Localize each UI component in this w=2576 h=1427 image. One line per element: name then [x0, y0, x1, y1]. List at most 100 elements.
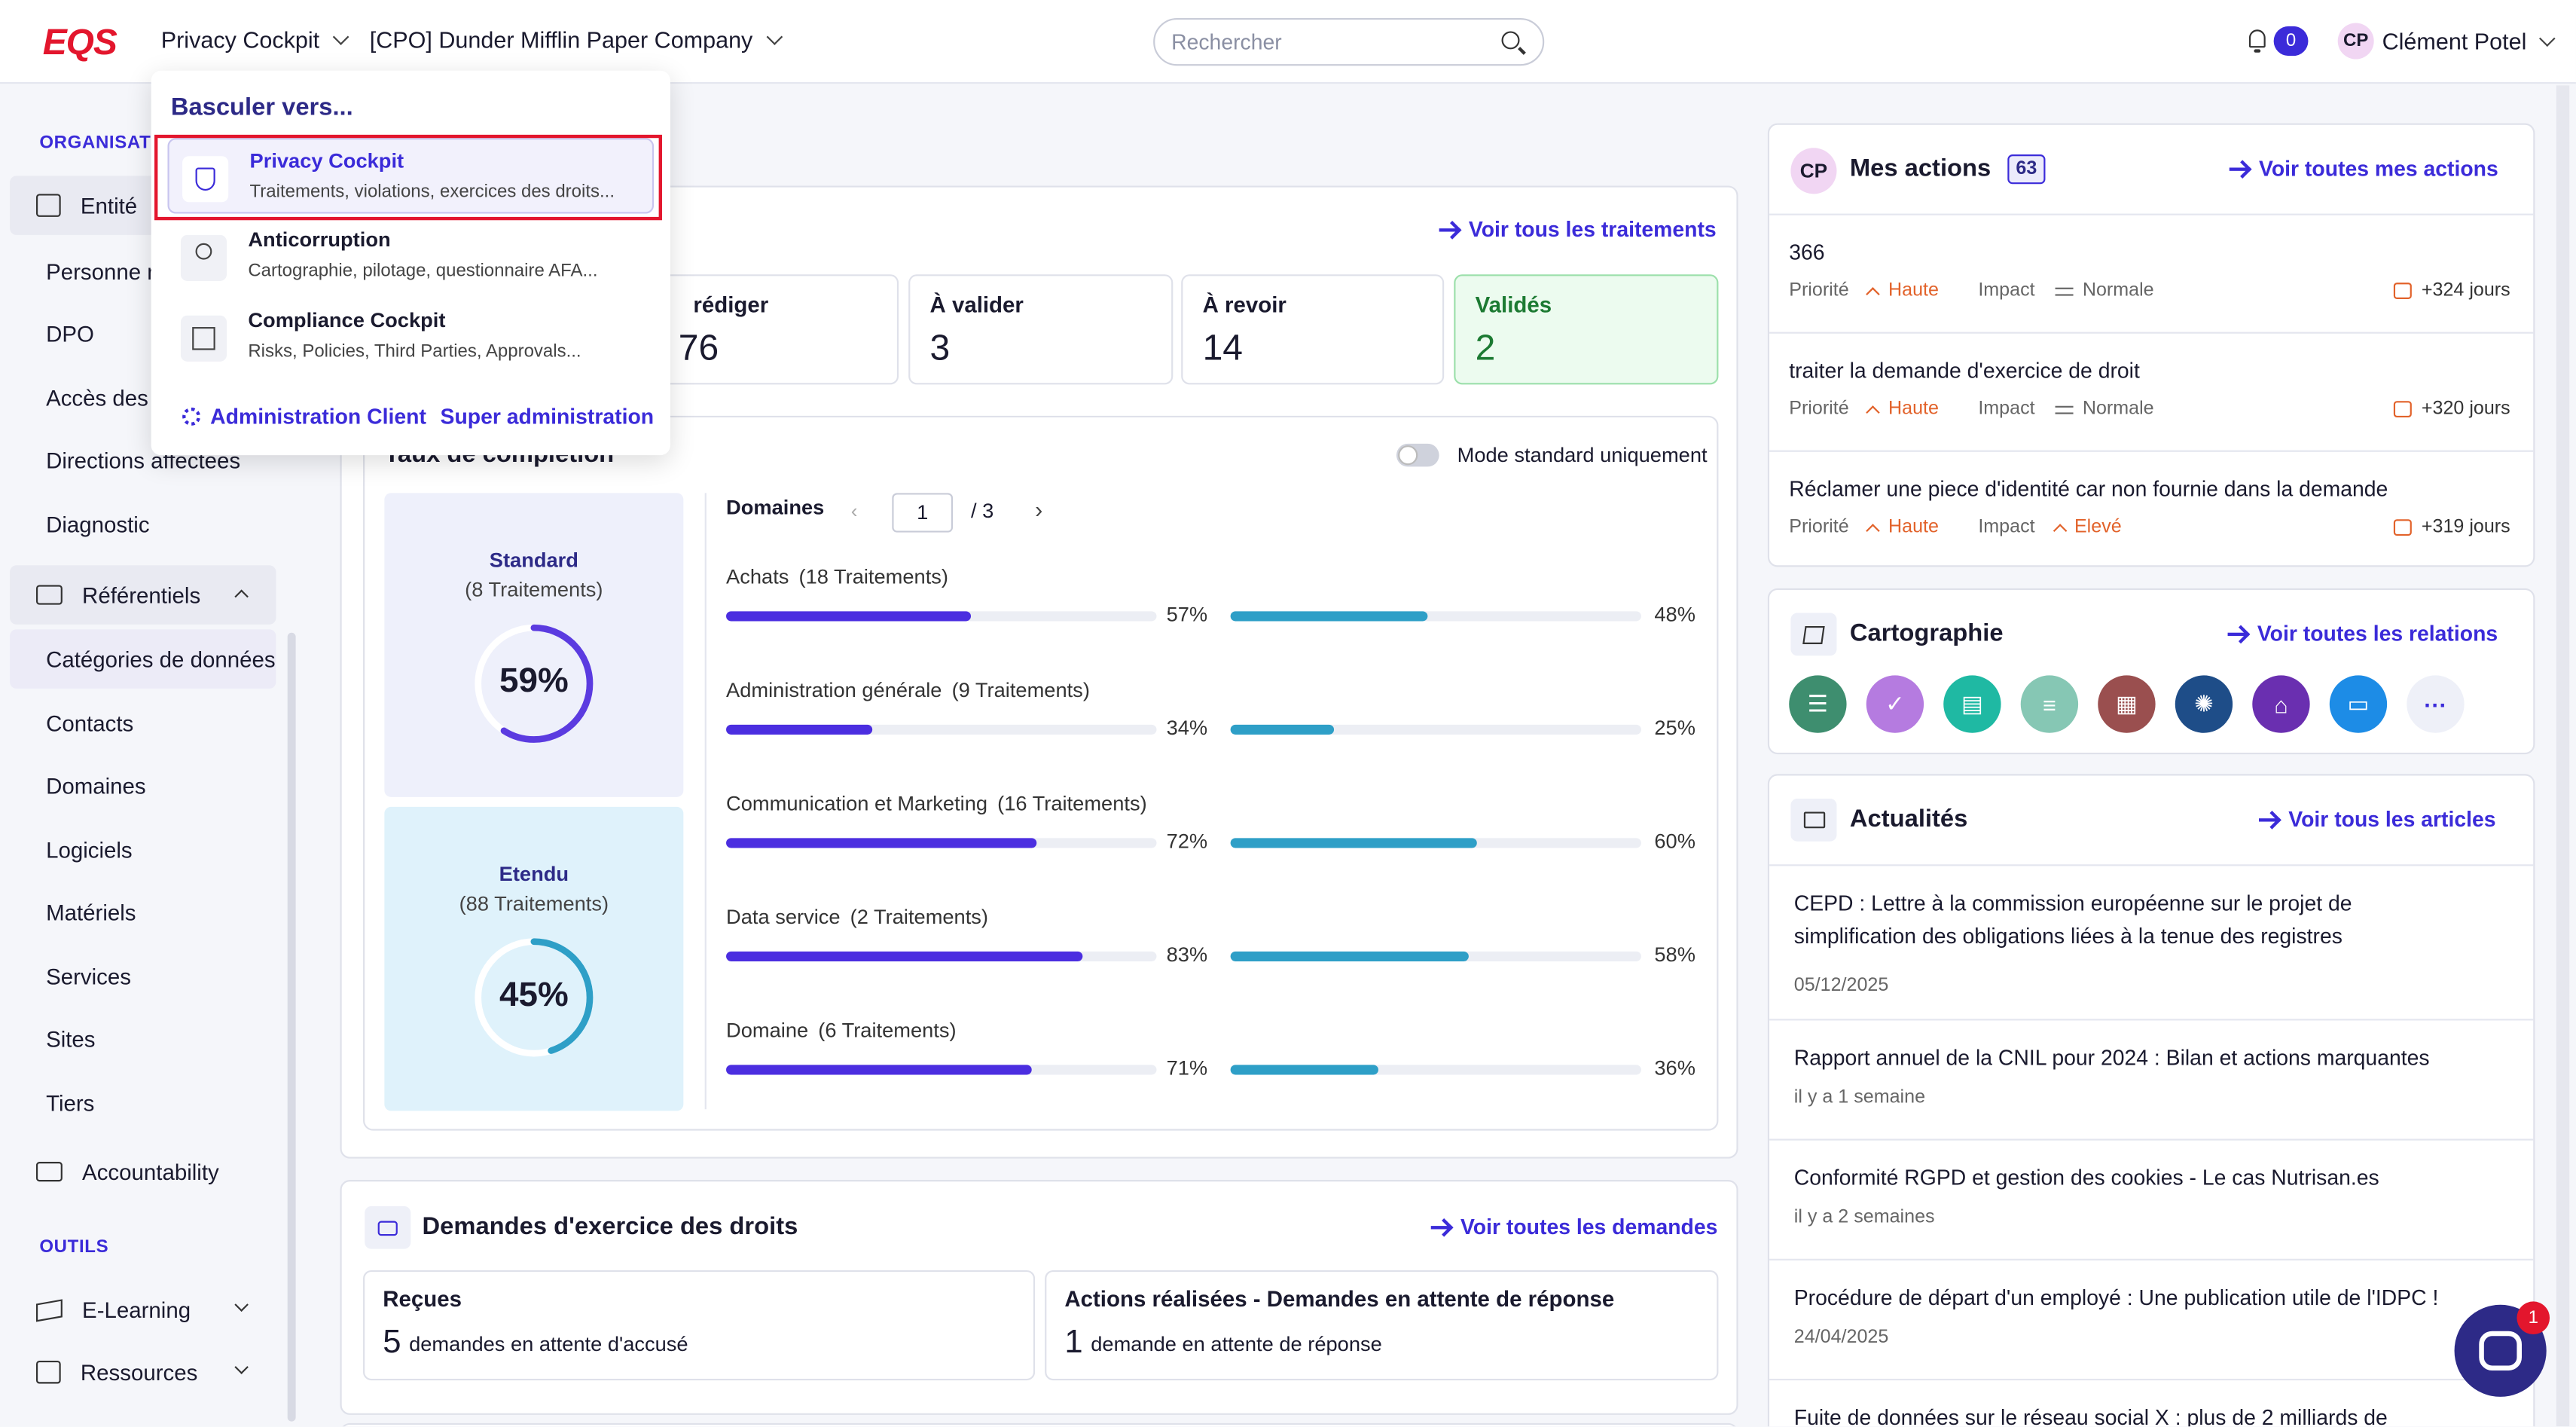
- sidebar-group-accountability[interactable]: Accountability: [10, 1142, 276, 1202]
- calendar-icon: [2393, 519, 2412, 536]
- window-icon[interactable]: ▭: [2329, 675, 2388, 733]
- see-all-actions-link[interactable]: Voir toutes mes actions: [2229, 156, 2498, 181]
- notification-count-badge[interactable]: 0: [2273, 26, 2309, 57]
- sidebar-section-organisation: ORGANISATI: [39, 133, 157, 153]
- sidebar-item-domaines[interactable]: Domaines: [46, 774, 146, 799]
- see-all-demandes-link[interactable]: Voir toutes les demandes: [1430, 1215, 1717, 1239]
- search-input[interactable]: [1171, 29, 1484, 54]
- users-icon[interactable]: ✺: [2175, 675, 2233, 733]
- app-switcher[interactable]: Privacy Cockpit: [161, 26, 350, 53]
- super-admin-link[interactable]: Super administration: [441, 405, 655, 429]
- see-all-articles-link[interactable]: Voir tous les articles: [2259, 807, 2496, 832]
- search-icon[interactable]: [1501, 31, 1520, 50]
- sidebar-item-personne[interactable]: Personne n: [46, 259, 160, 285]
- user-menu[interactable]: CP Clément Potel: [2337, 23, 2556, 60]
- stat-label: À valider: [929, 292, 1024, 317]
- sidebar-item-diagnostic[interactable]: Diagnostic: [46, 512, 150, 538]
- stat-a-rediger[interactable]: rédiger 76: [632, 274, 899, 385]
- sidebar-scrollbar[interactable]: [287, 632, 296, 1422]
- etendu-bar-fill: [1230, 724, 1333, 735]
- etendu-bar: [1230, 951, 1641, 961]
- link-label: Voir tous les traitements: [1468, 216, 1717, 242]
- standard-bar-pct: 71%: [1166, 1056, 1208, 1080]
- document-icon[interactable]: ▤: [1943, 675, 2001, 733]
- domain-count: (16 Traitements): [997, 792, 1147, 815]
- etendu-bar-pct: 48%: [1654, 603, 1695, 626]
- standard-mode-toggle[interactable]: [1396, 443, 1439, 467]
- sidebar-group-ressources[interactable]: Ressources: [10, 1343, 276, 1402]
- actions-label: Actions réalisées - Demandes en attente …: [1064, 1286, 1615, 1312]
- see-all-traitements-link[interactable]: Voir tous les traitements: [1439, 217, 1717, 242]
- sidebar-group-elearning[interactable]: E-Learning: [10, 1280, 276, 1340]
- news-item[interactable]: CEPD : Lettre à la commission européenne…: [1769, 864, 2534, 1019]
- etendu-progress-ring: 45%: [472, 935, 597, 1060]
- news-title: Rapport annuel de la CNIL pour 2024 : Bi…: [1793, 1045, 2430, 1070]
- action-item[interactable]: Réclamer une piece d'identité car non fo…: [1769, 450, 2534, 569]
- stat-a-revoir[interactable]: À revoir 14: [1181, 274, 1445, 385]
- action-days: +319 jours: [2421, 518, 2510, 538]
- sidebar-item-categories-donnees[interactable]: Catégories de données: [10, 629, 276, 689]
- dropdown-item-privacy-cockpit[interactable]: Privacy Cockpit Traitements, violations,…: [167, 138, 655, 214]
- list-icon[interactable]: ☰: [1789, 675, 1847, 733]
- dropdown-item-subtitle: Cartographie, pilotage, questionnaire AF…: [248, 261, 598, 281]
- sidebar-item-dpo[interactable]: DPO: [46, 322, 94, 347]
- sidebar-item-sites[interactable]: Sites: [46, 1027, 96, 1052]
- action-item[interactable]: 366 Priorité Haute Impact Normale +324 jours: [1769, 213, 2534, 332]
- stat-a-valider[interactable]: À valider 3: [908, 274, 1174, 385]
- impact-normal-icon: [2054, 286, 2073, 295]
- admin-client-link[interactable]: Administration Client: [182, 405, 426, 429]
- action-meta: Priorité Haute Impact Elevé: [1789, 518, 2122, 537]
- domain-row: Administration générale (9 Traitements) 34…: [726, 675, 1699, 739]
- domain-name: Data service: [726, 905, 841, 929]
- news-item[interactable]: Rapport annuel de la CNIL pour 2024 : Bi…: [1769, 1019, 2534, 1138]
- company-switcher-label: [CPO] Dunder Mifflin Paper Company: [369, 26, 753, 53]
- shield-check-icon[interactable]: ✓: [1866, 675, 1924, 733]
- domain-count: (6 Traitements): [818, 1019, 957, 1042]
- news-date: 05/12/2025: [1793, 976, 1889, 996]
- action-item[interactable]: traiter la demande d'exercice de droit Pr…: [1769, 332, 2534, 451]
- sidebar-item-acces[interactable]: Accès des u: [46, 386, 167, 411]
- sidebar-group-referentiels[interactable]: Référentiels: [10, 565, 276, 625]
- prev-page-icon[interactable]: ‹: [850, 500, 858, 523]
- dropdown-item-compliance-cockpit[interactable]: Compliance Cockpit Risks, Policies, Thir…: [167, 299, 654, 374]
- see-all-relations-link[interactable]: Voir toutes les relations: [2227, 621, 2498, 646]
- eqs-logo[interactable]: EQS: [42, 21, 118, 63]
- impact-value: Normale: [2082, 280, 2154, 301]
- sidebar-item-contacts[interactable]: Contacts: [46, 711, 134, 737]
- actions-realisees-box[interactable]: Actions réalisées - Demandes en attente …: [1045, 1270, 1719, 1381]
- impact-high-icon: [2053, 523, 2067, 537]
- more-icon[interactable]: ···: [2407, 675, 2465, 733]
- page-input[interactable]: 1: [892, 493, 954, 533]
- domain-row: Domaine (6 Traitements) 71% 36%: [726, 1016, 1699, 1080]
- news-item[interactable]: Conformité RGPD et gestion des cookies -…: [1769, 1138, 2534, 1259]
- bank-icon[interactable]: ⌂: [2252, 675, 2310, 733]
- highlight-box: [154, 134, 662, 221]
- stat-valides[interactable]: Validés 2: [1454, 274, 1719, 385]
- sidebar-item-services[interactable]: Services: [46, 964, 131, 990]
- sidebar-item-logiciels[interactable]: Logiciels: [46, 838, 133, 863]
- news-item[interactable]: Procédure de départ d'un employé : Une p…: [1769, 1258, 2534, 1379]
- arrow-right-icon: [2229, 167, 2249, 170]
- recues-box[interactable]: Reçues 5 demandes en attente d'accusé: [363, 1270, 1036, 1381]
- sidebar-group-label: Accountability: [82, 1159, 219, 1184]
- chevron-down-icon: [2538, 29, 2556, 46]
- impact-label: Impact: [1978, 280, 2035, 301]
- database-icon[interactable]: ≡: [2020, 675, 2079, 733]
- domain-name: Achats: [726, 565, 789, 588]
- bell-icon[interactable]: [2248, 29, 2266, 53]
- next-page-icon[interactable]: ›: [1035, 496, 1043, 523]
- stat-value: 2: [1475, 327, 1496, 368]
- sidebar-item-materiels[interactable]: Matériels: [46, 900, 136, 925]
- dropdown-item-anticorruption[interactable]: Anticorruption Cartographie, pilotage, q…: [167, 218, 654, 294]
- page-scrollbar[interactable]: [2556, 85, 2570, 1427]
- news-item[interactable]: Fuite de données sur le réseau social X …: [1769, 1378, 2534, 1426]
- link-label: Voir toutes les relations: [2257, 621, 2498, 646]
- sidebar-group-label: Référentiels: [82, 582, 201, 607]
- sidebar-item-tiers[interactable]: Tiers: [46, 1091, 95, 1116]
- company-switcher[interactable]: [CPO] Dunder Mifflin Paper Company: [369, 26, 783, 53]
- sidebar-group-label: E-Learning: [82, 1297, 191, 1322]
- dropdown-item-subtitle: Traitements, violations, exercices des d…: [249, 182, 615, 203]
- etendu-bar-fill: [1230, 1065, 1378, 1075]
- action-days: +324 jours: [2421, 280, 2510, 301]
- report-icon[interactable]: ▦: [2098, 675, 2156, 733]
